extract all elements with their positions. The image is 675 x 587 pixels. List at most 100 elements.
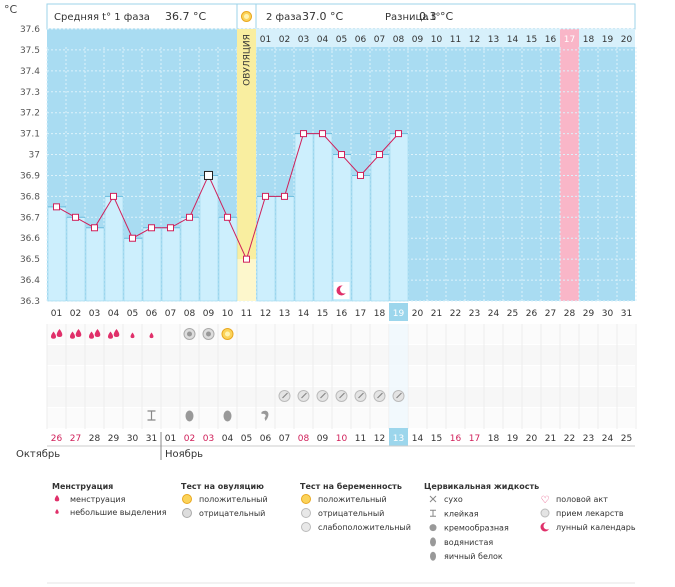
legend-cervical-title: Цервикальная жидкость bbox=[424, 482, 539, 491]
cycle-day-label: 25 bbox=[507, 309, 518, 319]
temp-bar bbox=[161, 227, 181, 302]
date-label: 14 bbox=[412, 434, 424, 444]
legend-menstruation-item: менструация bbox=[70, 495, 126, 504]
cycle-day-label: 30 bbox=[602, 309, 614, 319]
temp-bar bbox=[389, 133, 409, 302]
phase2-day-label: 16 bbox=[545, 35, 557, 45]
menstruation-icon bbox=[69, 331, 76, 339]
temperature-point bbox=[243, 255, 250, 263]
menstruation-icon bbox=[113, 329, 120, 337]
date-label: 17 bbox=[469, 434, 480, 444]
marker-row bbox=[47, 324, 635, 344]
temperature-point bbox=[262, 192, 269, 200]
legend-menstruation-item: небольшие выделения bbox=[70, 508, 167, 517]
temp-bar bbox=[123, 237, 143, 302]
preg-test-mark bbox=[282, 392, 288, 399]
phase2-day-label: 19 bbox=[602, 35, 614, 45]
unit-label: °C bbox=[4, 3, 18, 16]
temperature-point bbox=[53, 203, 60, 211]
date-label: 07 bbox=[279, 434, 290, 444]
menstruation-icon bbox=[94, 329, 101, 337]
date-label: 31 bbox=[146, 434, 157, 444]
fluid-eggwhite-icon bbox=[185, 410, 194, 422]
legend-creamy-icon bbox=[429, 524, 437, 532]
date-label: 06 bbox=[260, 434, 272, 444]
cycle-day-label: 09 bbox=[203, 309, 215, 319]
plot-area bbox=[46, 28, 637, 302]
phase2-day-label: 17 bbox=[564, 35, 575, 45]
cycle-day-label: 27 bbox=[545, 309, 556, 319]
highlight-day-bg bbox=[389, 303, 408, 321]
cycle-day-label: 26 bbox=[526, 309, 538, 319]
cycle-day-label: 16 bbox=[336, 309, 348, 319]
temperature-point bbox=[110, 192, 117, 200]
cycle-day-label: 19 bbox=[393, 309, 405, 319]
phase2-day-label: 02 bbox=[279, 35, 290, 45]
temperature-point bbox=[319, 130, 326, 138]
legend-medication-icon bbox=[540, 508, 550, 518]
legend-spotting-icon bbox=[55, 509, 59, 514]
phase2-label: 2 фаза bbox=[266, 12, 302, 23]
phase2-day-label: 09 bbox=[412, 35, 424, 45]
phase2-day-label: 06 bbox=[355, 35, 367, 45]
temperature-point bbox=[281, 192, 288, 200]
temperature-point bbox=[204, 170, 213, 180]
temp-bar bbox=[370, 154, 390, 302]
temp-bar bbox=[199, 175, 219, 302]
phase2-day-label: 10 bbox=[431, 35, 443, 45]
ovulation-label: ОВУЛЯЦИЯ bbox=[243, 34, 253, 86]
moon-icon-cut bbox=[340, 285, 348, 294]
phase2-day-label: 04 bbox=[317, 35, 329, 45]
phase2-day-label: 11 bbox=[450, 35, 461, 45]
temperature-point bbox=[338, 151, 345, 159]
temperature-point bbox=[72, 213, 79, 221]
legend-cervical-item: яичный белок bbox=[444, 552, 503, 561]
legend-pregtest-title: Тест на беременность bbox=[300, 481, 402, 491]
cycle-day-label: 10 bbox=[222, 309, 234, 319]
date-label: 08 bbox=[298, 434, 310, 444]
phase2-day-label: 08 bbox=[393, 35, 405, 45]
temp-bar bbox=[275, 196, 295, 302]
cycle-day-label: 23 bbox=[469, 309, 480, 319]
y-tick-label: 37.5 bbox=[20, 46, 40, 56]
phase2-day-label: 13 bbox=[488, 35, 499, 45]
cycle-day-label: 15 bbox=[317, 309, 328, 319]
marker-row bbox=[47, 345, 635, 365]
legend-dry-icon bbox=[429, 495, 437, 503]
date-label: 09 bbox=[317, 434, 329, 444]
temperature-point bbox=[395, 130, 402, 138]
y-tick-label: 37 bbox=[29, 151, 40, 161]
y-tick-label: 36.6 bbox=[20, 234, 40, 244]
y-tick-label: 36.8 bbox=[20, 192, 40, 202]
legend-pregtest-icon bbox=[301, 508, 311, 518]
date-label: 05 bbox=[241, 434, 252, 444]
legend-pregtest-item: положительный bbox=[318, 495, 387, 504]
legend-cervical-item: сухо bbox=[444, 495, 463, 504]
temperature-point bbox=[129, 234, 136, 242]
cycle-day-label: 14 bbox=[298, 309, 310, 319]
cycle-day-label: 24 bbox=[488, 309, 500, 319]
temperature-point bbox=[91, 224, 98, 232]
cycle-day-label: 08 bbox=[184, 309, 196, 319]
legend-moon-cut bbox=[543, 522, 551, 530]
marker-row bbox=[47, 366, 635, 386]
temperature-point bbox=[148, 224, 155, 232]
temperature-point bbox=[167, 224, 174, 232]
date-label: 02 bbox=[184, 434, 195, 444]
date-label: 24 bbox=[602, 434, 614, 444]
date-label: 15 bbox=[431, 434, 442, 444]
temperature-point bbox=[376, 151, 383, 159]
date-label: 13 bbox=[393, 434, 404, 444]
date-label: 03 bbox=[203, 434, 214, 444]
y-tick-label: 36.3 bbox=[20, 297, 40, 307]
legend-eggwhite-icon bbox=[430, 551, 436, 561]
legend-watery-icon bbox=[430, 537, 436, 547]
fluid-creamy-icon bbox=[261, 410, 269, 421]
legend-ovtest-item: положительный bbox=[199, 495, 268, 504]
pink-column bbox=[560, 29, 579, 301]
month-label-november: Ноябрь bbox=[165, 449, 203, 460]
fluid-eggwhite-icon bbox=[223, 410, 232, 422]
menstruation-icon bbox=[56, 329, 63, 337]
cycle-day-label: 13 bbox=[279, 309, 290, 319]
